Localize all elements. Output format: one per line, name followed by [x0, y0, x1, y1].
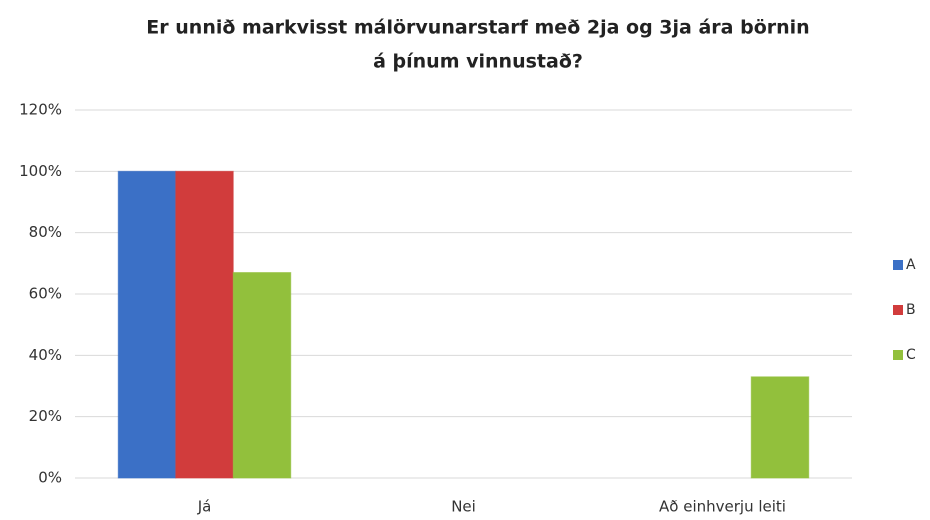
bar [750, 376, 810, 479]
x-tick-label: Að einhverju leiti [659, 498, 786, 516]
x-tick-label: Nei [451, 498, 476, 516]
bar [232, 272, 292, 479]
y-tick-label: 0% [38, 469, 62, 487]
y-tick-label: 20% [29, 407, 62, 425]
y-tick-label: 80% [29, 223, 62, 241]
legend-label: C [906, 347, 916, 363]
bar [117, 170, 177, 479]
legend-label: B [906, 302, 916, 318]
y-tick-label: 40% [29, 346, 62, 364]
legend-label: A [906, 257, 916, 273]
x-tick-label: Já [197, 498, 212, 516]
legend-swatch [893, 350, 903, 360]
legend-swatch [893, 260, 903, 270]
bar [175, 170, 234, 479]
chart-title: á þínum vinnustað? [373, 51, 583, 73]
legend-swatch [893, 305, 903, 315]
y-tick-label: 60% [29, 285, 62, 303]
chart-title: Er unnið markvisst málörvunarstarf með 2… [146, 17, 809, 39]
y-tick-label: 100% [19, 162, 62, 180]
y-tick-label: 120% [19, 101, 62, 119]
